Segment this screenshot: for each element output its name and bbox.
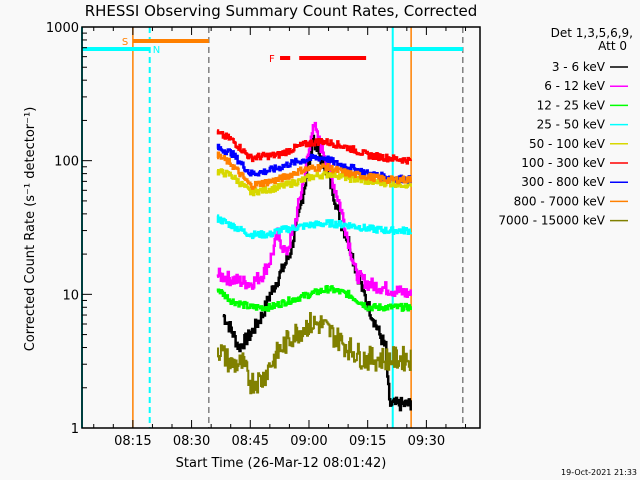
legend-header-1: Det 1,3,5,6,9, — [551, 26, 633, 40]
x-tick-label: 09:15 — [349, 434, 386, 449]
legend-label: 3 - 6 keV — [552, 60, 606, 74]
y-tick-label: 1000 — [46, 21, 79, 36]
legend-header-2: Att 0 — [598, 39, 627, 53]
flag-label: N — [153, 45, 160, 56]
y-tick-label: 1 — [71, 422, 79, 437]
x-tick-label: 08:15 — [114, 434, 151, 449]
legend-label: 12 - 25 keV — [537, 98, 606, 112]
legend-label: 50 - 100 keV — [529, 137, 606, 151]
legend-label: 800 - 7000 keV — [514, 194, 606, 208]
series-line-3-6keV — [222, 134, 412, 412]
flag-label: S — [122, 37, 128, 48]
x-tick-label: 09:00 — [290, 434, 327, 449]
series-line-7000-15000keV — [217, 312, 412, 395]
legend-label: 7000 - 15000 keV — [498, 214, 605, 228]
x-tick-label: 08:30 — [173, 434, 210, 449]
x-tick-label: 09:30 — [408, 434, 445, 449]
series-line-50-100keV — [216, 168, 412, 197]
y-axis-label: Corrected Count Rate (s⁻¹ detector⁻¹) — [23, 107, 38, 352]
y-tick-label: 100 — [54, 155, 79, 170]
series-line-12-25keV — [216, 285, 412, 312]
x-tick-label: 08:45 — [232, 434, 269, 449]
series-line-800-7000keV — [216, 151, 412, 190]
legend-label: 100 - 300 keV — [521, 156, 605, 170]
legend-label: 300 - 800 keV — [521, 175, 605, 189]
y-tick-label: 10 — [62, 288, 79, 303]
flag-label: F — [269, 54, 275, 65]
series-line-100-300keV — [216, 129, 412, 165]
chart-title: RHESSI Observing Summary Count Rates, Co… — [85, 2, 478, 20]
plot-frame — [81, 26, 481, 429]
legend-label: 25 - 50 keV — [537, 118, 606, 132]
series-line-25-50keV — [216, 214, 412, 240]
timestamp: 19-Oct-2021 21:33 — [561, 468, 637, 477]
series-line-6-12keV — [216, 121, 412, 298]
legend-label: 6 - 12 keV — [544, 79, 606, 93]
x-axis-label: Start Time (26-Mar-12 08:01:42) — [176, 456, 387, 471]
